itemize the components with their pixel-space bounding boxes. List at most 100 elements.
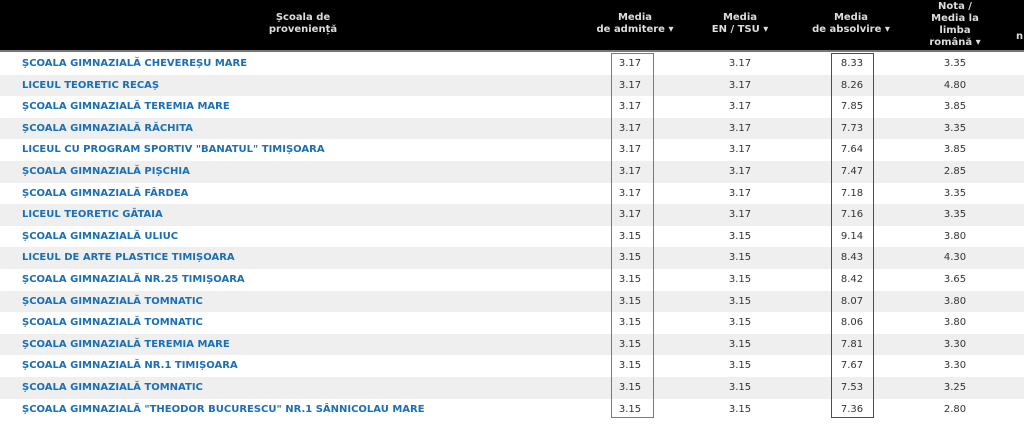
nota-cell: 3.35 (943, 187, 967, 199)
nota-cell: 2.80 (943, 403, 967, 415)
admitere-cell: 3.15 (618, 360, 642, 372)
admitere-cell: 3.17 (618, 187, 642, 199)
nota-cell: 4.30 (943, 252, 967, 264)
absolvire-cell: 8.26 (840, 79, 864, 91)
en-cell: 3.15 (728, 252, 752, 264)
header-line: română ▾ (929, 37, 981, 48)
en-cell: 3.15 (728, 273, 752, 285)
en-cell: 3.17 (728, 187, 752, 199)
nota-cell: 3.35 (943, 122, 967, 134)
results-table: ȘCOALA GIMNAZIALĂ CHEVEREȘU MARE 3.17 3.17… (0, 53, 1024, 420)
admitere-cell: 3.17 (618, 144, 642, 156)
admitere-cell: 3.17 (618, 165, 642, 177)
nota-cell: 3.25 (943, 381, 967, 393)
school-link[interactable]: ȘCOALA GIMNAZIALĂ TEREMIA MARE (22, 338, 230, 350)
header-line: limba (939, 25, 971, 36)
admitere-cell: 3.15 (618, 403, 642, 415)
nota-cell: 3.80 (943, 230, 967, 242)
header-line: proveniență (268, 24, 338, 35)
school-link[interactable]: ȘCOALA GIMNAZIALĂ NR.25 TIMIȘOARA (22, 273, 245, 285)
en-cell: 3.17 (728, 144, 752, 156)
school-link[interactable]: LICEUL TEORETIC RECAȘ (22, 79, 160, 91)
header-line: Media (722, 12, 758, 23)
admitere-cell: 3.15 (618, 273, 642, 285)
absolvire-cell: 8.06 (840, 317, 864, 329)
en-cell: 3.17 (728, 209, 752, 221)
table-row: ȘCOALA GIMNAZIALĂ TOMNATIC 3.15 3.15 8.07 3.… (0, 290, 1024, 313)
absolvire-cell: 8.43 (840, 252, 864, 264)
nota-cell: 3.80 (943, 317, 967, 329)
school-link[interactable]: ȘCOALA GIMNAZIALĂ CHEVEREȘU MARE (22, 58, 248, 69)
table-row: ȘCOALA GIMNAZIALĂ NR.25 TIMIȘOARA 3.15 3.1… (0, 269, 1024, 291)
admitere-cell: 3.15 (618, 381, 642, 393)
table-row: LICEUL TEORETIC GĂTAIA 3.17 3.17 7.16 3.35 (0, 204, 1024, 226)
nota-cell: 3.35 (943, 58, 967, 69)
school-link[interactable]: LICEUL CU PROGRAM SPORTIV "BANATUL" TIMI… (22, 144, 325, 156)
table-row: ȘCOALA GIMNAZIALĂ "THEODOR BUCURESCU" NR… (0, 399, 1024, 421)
school-link[interactable]: LICEUL TEORETIC GĂTAIA (22, 209, 163, 221)
nota-cell: 3.85 (943, 101, 967, 113)
table-header: Școala de proveniență Media de admitere ▾ … (0, 0, 1024, 52)
header-partial: n (1016, 31, 1024, 42)
table-row: ȘCOALA GIMNAZIALĂ TEREMIA MARE 3.15 3.15 7.… (0, 333, 1024, 356)
header-line: Media (833, 12, 869, 23)
table-row: ȘCOALA GIMNAZIALĂ ULIUC 3.15 3.15 9.14 3.80 (0, 226, 1024, 248)
school-link[interactable]: ȘCOALA GIMNAZIALĂ NR.1 TIMIȘOARA (22, 360, 238, 372)
table-row: ȘCOALA GIMNAZIALĂ PIȘCHIA 3.17 3.17 7.47 2.8… (0, 160, 1024, 183)
en-cell: 3.15 (728, 381, 752, 393)
school-link[interactable]: ȘCOALA GIMNAZIALĂ PIȘCHIA (22, 165, 190, 177)
en-cell: 3.17 (728, 58, 752, 69)
school-link[interactable]: ȘCOALA GIMNAZIALĂ RĂCHITA (22, 122, 194, 134)
school-link[interactable]: ȘCOALA GIMNAZIALĂ "THEODOR BUCURESCU" NR… (22, 403, 425, 415)
admitere-cell: 3.17 (618, 58, 642, 69)
header-line: Școala de (275, 12, 331, 23)
admitere-cell: 3.17 (618, 209, 642, 221)
absolvire-cell: 8.42 (840, 273, 864, 285)
sort-admitere[interactable]: Media de admitere ▾ (580, 12, 690, 36)
sort-en-tsu[interactable]: Media EN / TSU ▾ (685, 12, 795, 36)
table-row: LICEUL DE ARTE PLASTICE TIMIȘOARA 3.15 3.1… (0, 247, 1024, 269)
school-link[interactable]: ȘCOALA GIMNAZIALĂ TOMNATIC (22, 295, 203, 307)
school-link[interactable]: ȘCOALA GIMNAZIALĂ TEREMIA MARE (22, 101, 230, 113)
absolvire-cell: 7.16 (840, 209, 864, 221)
table-row: ȘCOALA GIMNAZIALĂ TEREMIA MARE 3.17 3.17 7.… (0, 96, 1024, 118)
header-line: Nota / (938, 1, 972, 12)
admitere-cell: 3.17 (618, 101, 642, 113)
absolvire-cell: 7.47 (840, 165, 864, 177)
absolvire-cell: 7.18 (840, 187, 864, 199)
school-link[interactable]: LICEUL DE ARTE PLASTICE TIMIȘOARA (22, 252, 235, 264)
admitere-highlight (611, 53, 654, 418)
en-cell: 3.17 (728, 122, 752, 134)
table-row: ȘCOALA GIMNAZIALĂ FÂRDEA 3.17 3.17 7.18 3.35 (0, 183, 1024, 205)
admitere-cell: 3.17 (618, 79, 642, 91)
sort-nota-romana[interactable]: Nota / Media la limba română ▾ (900, 1, 1010, 49)
header-line: de absolvire ▾ (812, 24, 890, 35)
sort-absolvire[interactable]: Media de absolvire ▾ (796, 12, 906, 36)
table-row: ȘCOALA GIMNAZIALĂ RĂCHITA 3.17 3.17 7.73 3.3… (0, 117, 1024, 140)
table-row: ȘCOALA GIMNAZIALĂ NR.1 TIMIȘOARA 3.15 3.15… (0, 355, 1024, 377)
absolvire-cell: 8.33 (840, 58, 864, 69)
absolvire-cell: 7.64 (840, 144, 864, 156)
school-link[interactable]: ȘCOALA GIMNAZIALĂ FÂRDEA (22, 187, 189, 199)
absolvire-cell: 7.85 (840, 101, 864, 113)
en-cell: 3.15 (728, 403, 752, 415)
nota-cell: 3.35 (943, 209, 967, 221)
school-link[interactable]: ȘCOALA GIMNAZIALĂ TOMNATIC (22, 381, 203, 393)
admitere-cell: 3.15 (618, 252, 642, 264)
admitere-cell: 3.15 (618, 230, 642, 242)
header-line: EN / TSU ▾ (711, 24, 769, 35)
en-cell: 3.15 (728, 295, 752, 307)
absolvire-cell: 7.53 (840, 381, 864, 393)
en-cell: 3.15 (728, 317, 752, 329)
absolvire-cell: 7.81 (840, 338, 864, 350)
admitere-cell: 3.15 (618, 317, 642, 329)
header-line: Media (617, 12, 653, 23)
absolvire-cell: 9.14 (840, 230, 864, 242)
nota-cell: 2.85 (943, 165, 967, 177)
table-row: ȘCOALA GIMNAZIALĂ TOMNATIC 3.15 3.15 7.53 3.… (0, 376, 1024, 399)
admitere-cell: 3.15 (618, 295, 642, 307)
nota-cell: 3.30 (943, 360, 967, 372)
school-link[interactable]: ȘCOALA GIMNAZIALĂ TOMNATIC (22, 317, 203, 329)
absolvire-cell: 7.67 (840, 360, 864, 372)
school-link[interactable]: ȘCOALA GIMNAZIALĂ ULIUC (22, 230, 179, 242)
